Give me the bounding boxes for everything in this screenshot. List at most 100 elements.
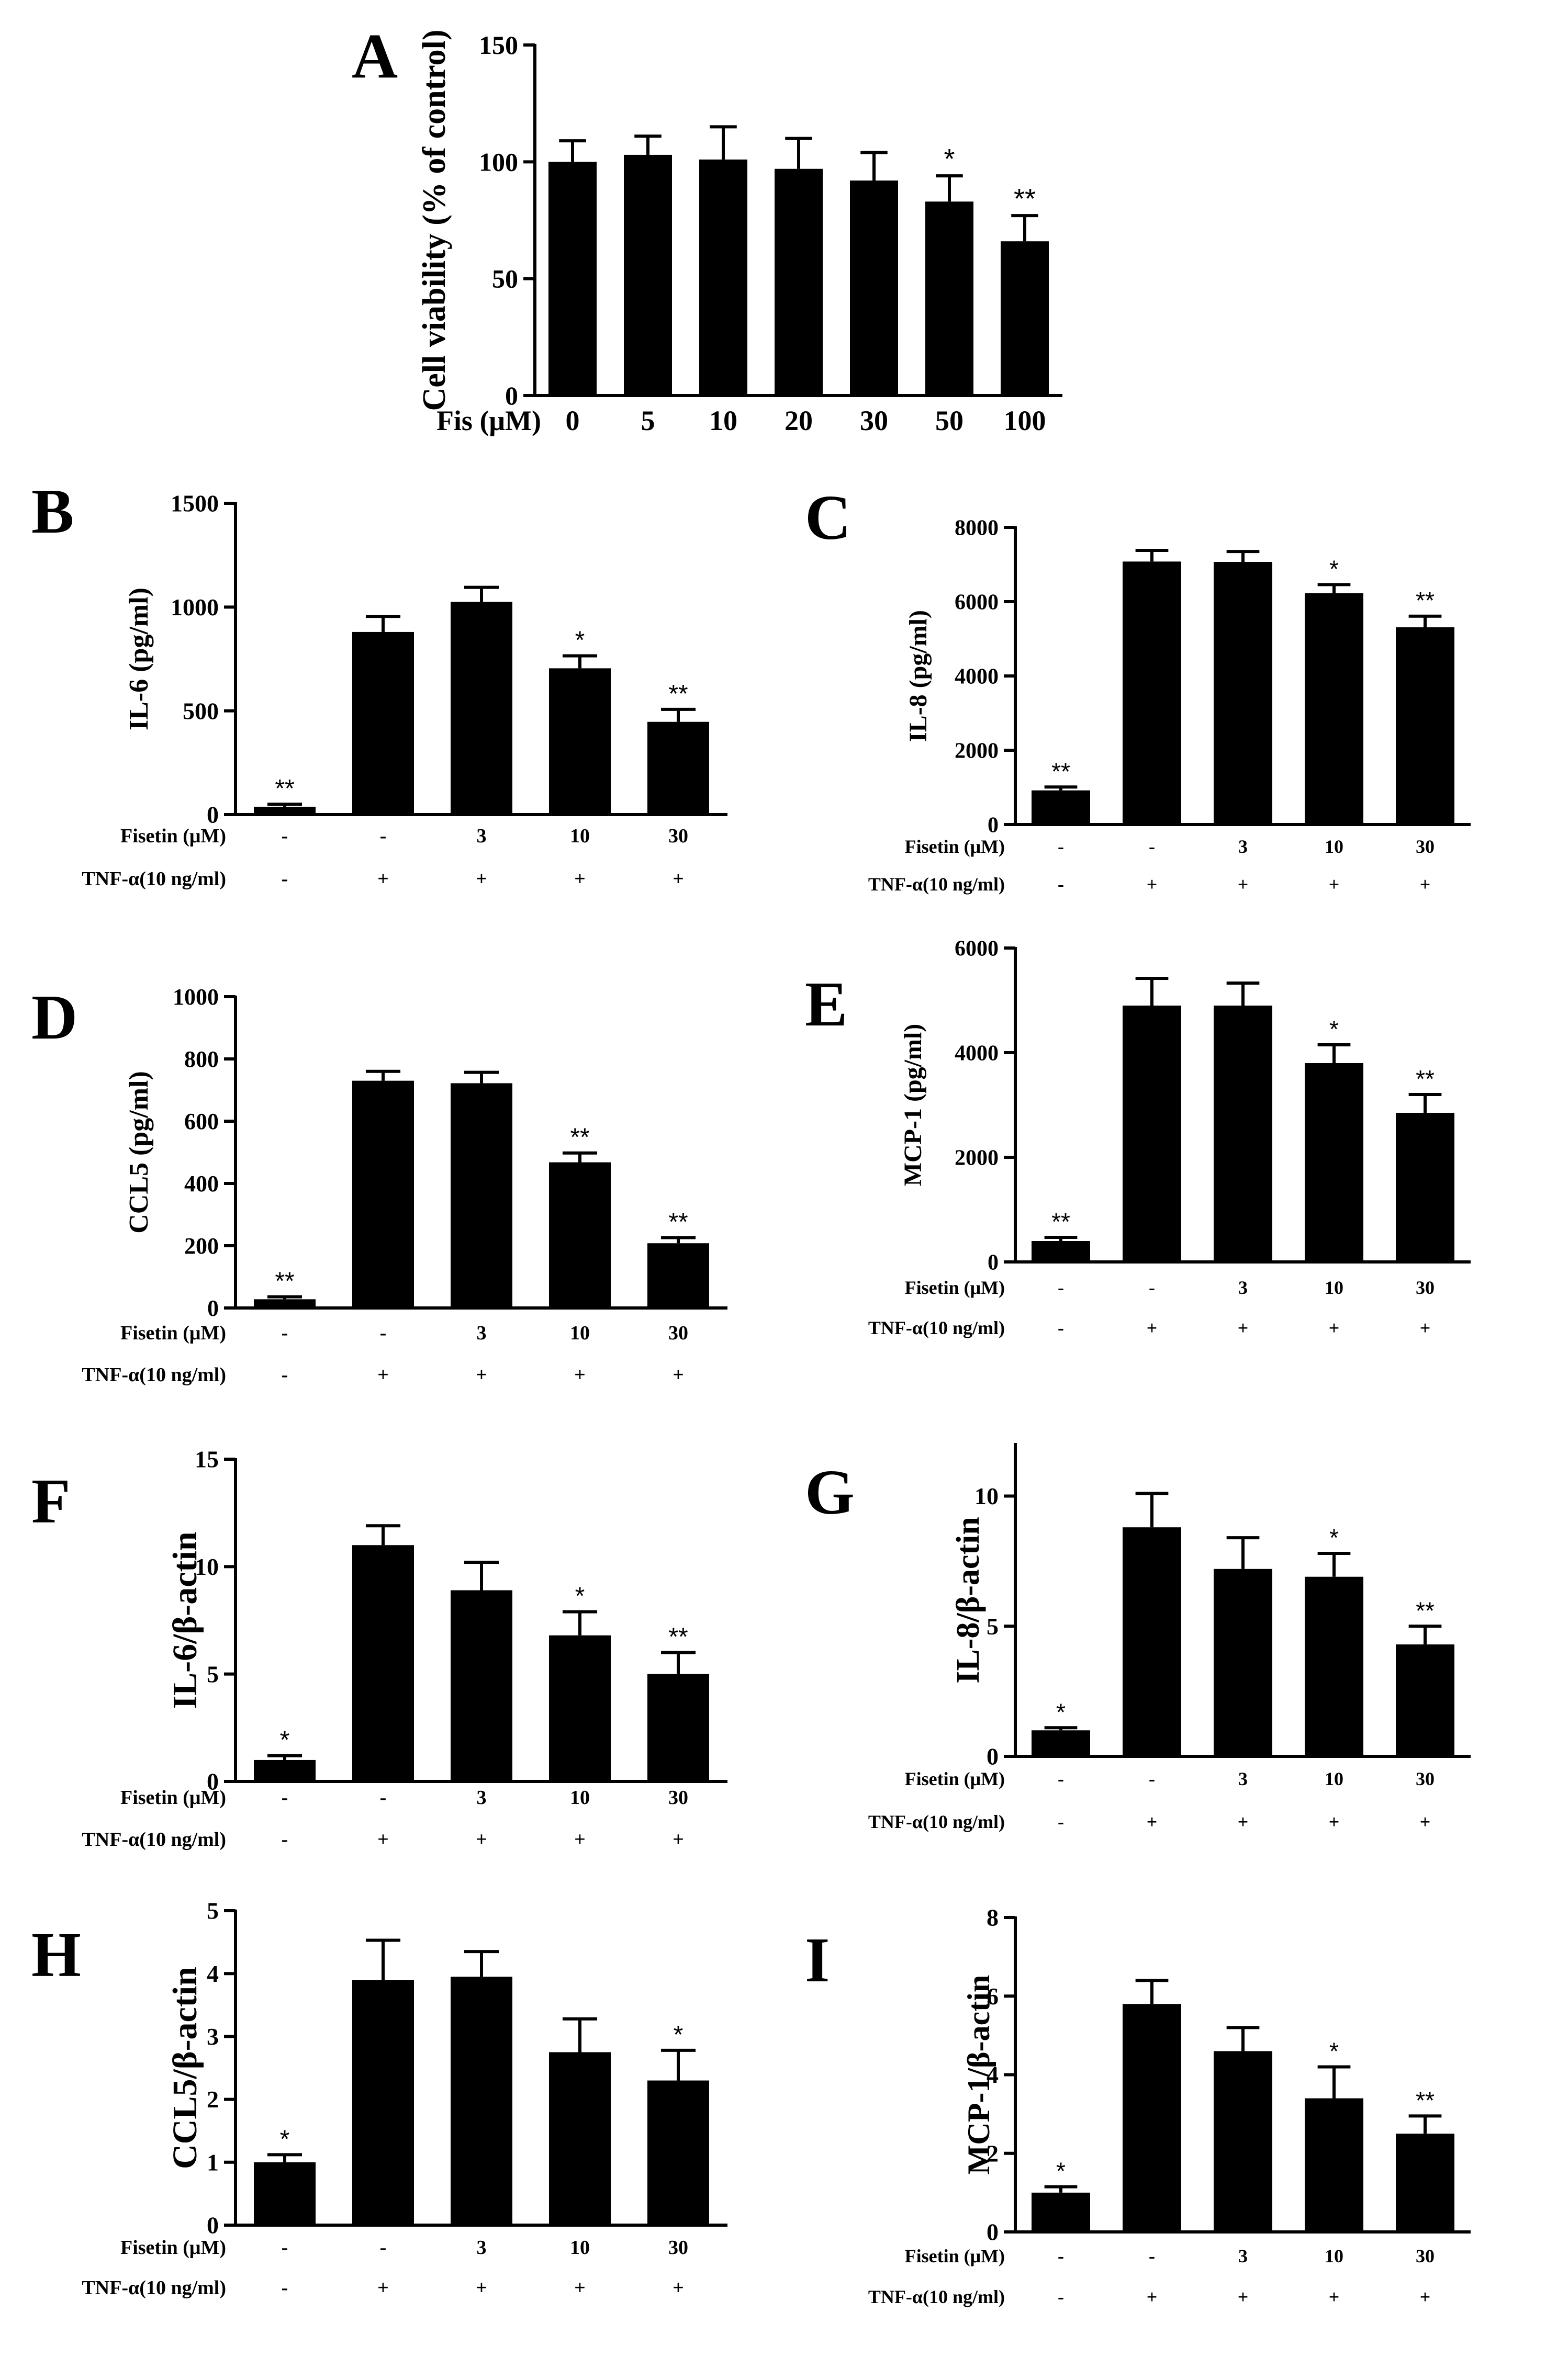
significance-marker: ** <box>1051 758 1070 785</box>
condition-row-label: Fisetin (μM) <box>120 825 226 847</box>
condition-value: 30 <box>1416 1768 1435 1789</box>
y-tick-label: 0 <box>987 2219 999 2246</box>
bar <box>1214 1569 1272 1756</box>
y-tick-label: 2000 <box>955 1146 999 1170</box>
bar <box>1396 2134 1454 2232</box>
condition-value: 100 <box>1004 405 1046 436</box>
y-tick-label: 400 <box>184 1171 219 1197</box>
condition-value: + <box>1420 1811 1431 1832</box>
y-tick-label: 0 <box>207 2212 219 2239</box>
bar <box>647 1674 709 1781</box>
y-axis-label: MCP-1 (pg/ml) <box>899 1024 927 1187</box>
panel-label: A <box>352 21 398 92</box>
y-tick-label: 0 <box>207 802 219 828</box>
y-tick-label: 4000 <box>955 664 999 689</box>
condition-value: 30 <box>668 825 688 847</box>
condition-row-label: TNF-α(10 ng/ml) <box>82 1829 226 1851</box>
significance-marker: ** <box>668 1209 688 1236</box>
condition-value: + <box>574 868 586 890</box>
bar <box>1123 2004 1181 2232</box>
bar <box>1032 1730 1090 1756</box>
condition-value: - <box>1149 1768 1155 1789</box>
significance-marker: * <box>1056 2158 1066 2185</box>
y-tick-label: 6000 <box>955 590 999 614</box>
condition-value: - <box>282 2277 288 2299</box>
condition-value: + <box>1238 874 1249 895</box>
condition-row-label: TNF-α(10 ng/ml) <box>82 2277 226 2299</box>
significance-marker: * <box>1329 555 1339 582</box>
significance-marker: * <box>280 2125 290 2153</box>
condition-value: - <box>282 1364 288 1386</box>
condition-value: + <box>1420 1317 1431 1338</box>
condition-value: 10 <box>1325 1768 1343 1789</box>
condition-value: - <box>1058 1317 1064 1338</box>
significance-marker: ** <box>275 1268 294 1295</box>
condition-value: + <box>574 1364 586 1386</box>
condition-value: + <box>1147 1811 1158 1832</box>
condition-row-label: TNF-α(10 ng/ml) <box>82 868 226 890</box>
condition-value: - <box>380 825 387 847</box>
condition-value: - <box>380 1787 387 1809</box>
condition-row-label: TNF-α(10 ng/ml) <box>868 1811 1005 1832</box>
bar <box>699 159 747 396</box>
bar <box>352 1080 414 1308</box>
condition-value: + <box>673 1829 684 1851</box>
bar <box>1123 1006 1181 1262</box>
condition-value: - <box>1058 2286 1064 2307</box>
condition-value: - <box>1058 2246 1064 2266</box>
condition-value: 10 <box>1325 836 1343 857</box>
condition-value: + <box>1329 2286 1340 2307</box>
y-tick-label: 5 <box>987 1613 999 1640</box>
panel-label: H <box>31 1920 81 1990</box>
condition-value: + <box>1329 1317 1340 1338</box>
condition-value: - <box>1058 1811 1064 1832</box>
bar <box>352 1980 414 2225</box>
bar <box>549 2052 611 2225</box>
bar <box>1032 790 1090 825</box>
bar <box>1214 562 1272 825</box>
y-axis-label: Cell viability (% of control) <box>417 30 452 411</box>
condition-value: 30 <box>1416 836 1435 857</box>
condition-row-label: TNF-α(10 ng/ml) <box>868 2286 1005 2307</box>
bar <box>254 2162 316 2225</box>
y-tick-label: 0 <box>207 1768 219 1795</box>
condition-value: 3 <box>1238 1768 1248 1789</box>
bar <box>254 806 316 815</box>
significance-marker: * <box>1056 1698 1066 1725</box>
condition-value: 0 <box>566 405 580 436</box>
y-tick-label: 0 <box>207 1295 219 1321</box>
condition-value: + <box>1147 2286 1158 2307</box>
significance-marker: * <box>944 143 955 175</box>
y-tick-label: 2000 <box>955 739 999 763</box>
condition-value: 50 <box>935 405 964 436</box>
y-tick-label: 1000 <box>171 594 219 621</box>
significance-marker: * <box>1329 1524 1339 1551</box>
significance-marker: * <box>1329 1016 1339 1043</box>
condition-value: 3 <box>477 2237 487 2259</box>
condition-value: + <box>377 1829 389 1851</box>
chart-panel-h: H 0 1 2 3 4 5 CCL5/β-actin * * Fisetin (μM) - - 3 10 30… <box>31 1898 727 2299</box>
condition-row-label: TNF-α(10 ng/ml) <box>82 1364 226 1386</box>
condition-value: + <box>574 2277 586 2299</box>
condition-value: 30 <box>668 2237 688 2259</box>
condition-value: 10 <box>570 1322 590 1344</box>
condition-value: 10 <box>570 1787 590 1809</box>
significance-marker: ** <box>1416 2086 1435 2114</box>
significance-marker: ** <box>668 1623 688 1651</box>
panel-label: I <box>805 1925 830 1995</box>
condition-value: + <box>476 2277 487 2299</box>
condition-value: 10 <box>709 405 737 436</box>
condition-value: - <box>282 2237 288 2259</box>
y-axis-label: IL-8 (pg/ml) <box>904 610 932 742</box>
y-tick-label: 8 <box>987 1904 999 1931</box>
significance-marker: ** <box>1416 587 1435 614</box>
y-tick-label: 5 <box>207 1898 219 1924</box>
significance-marker: ** <box>1416 1597 1435 1624</box>
bar <box>254 1759 316 1781</box>
bar <box>1032 2192 1090 2232</box>
condition-value: - <box>282 1322 288 1344</box>
chart-panel-d: D 0 200 400 600 800 1000 CCL5 (pg/ml) ** ** ** Fise… <box>31 982 727 1386</box>
condition-value: - <box>380 1322 387 1344</box>
bar <box>647 721 709 815</box>
